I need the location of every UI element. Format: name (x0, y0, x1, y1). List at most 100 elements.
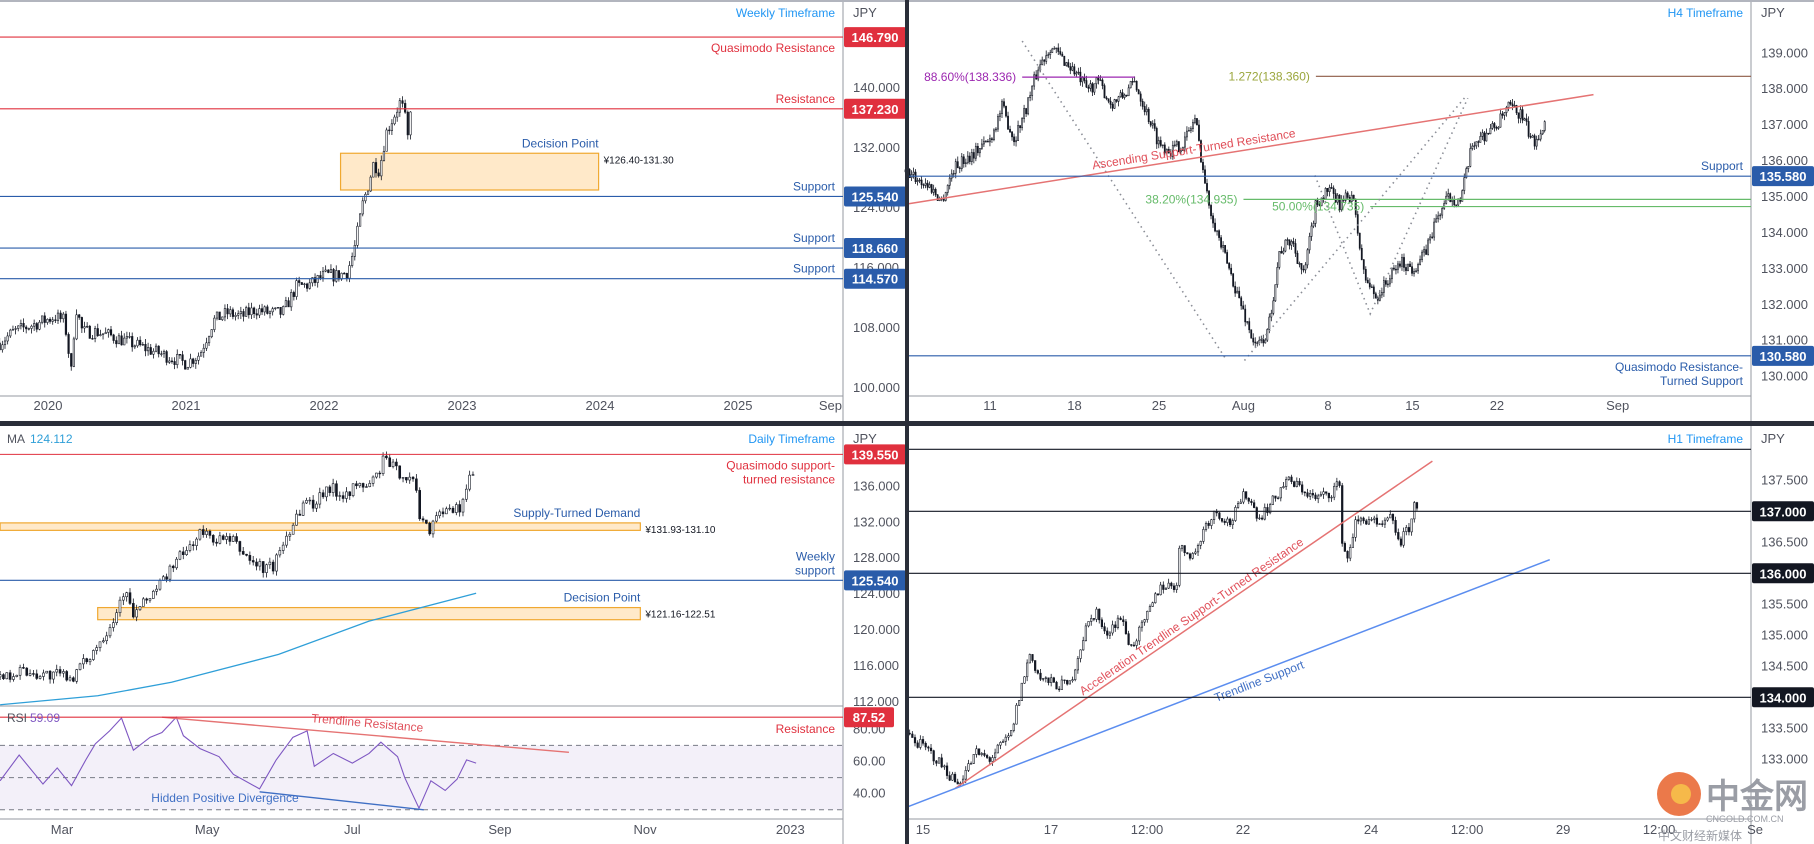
candle (1100, 619, 1104, 627)
candle (356, 225, 359, 246)
candle (918, 179, 921, 182)
candle (1149, 121, 1152, 126)
candle (395, 461, 398, 467)
candle (1206, 183, 1208, 192)
candle (211, 535, 215, 543)
zone-box (0, 522, 641, 531)
candle (351, 483, 355, 496)
candle (1356, 214, 1359, 234)
candle (1303, 491, 1306, 494)
candle (1244, 491, 1248, 499)
candle (1141, 100, 1144, 107)
candle (428, 522, 431, 535)
candle (324, 269, 327, 272)
candle (1198, 124, 1200, 141)
candle (401, 100, 404, 104)
candle (970, 152, 973, 162)
candle (38, 321, 41, 330)
time-tick-label: 12:00 (1451, 822, 1484, 837)
time-tick-label: 11 (983, 398, 997, 413)
candle (1487, 132, 1490, 135)
candle (1196, 118, 1198, 126)
candle (1465, 168, 1468, 178)
candle (1255, 507, 1258, 519)
candle (155, 588, 158, 592)
candle (1047, 54, 1050, 56)
candle (1333, 486, 1336, 498)
candle (1387, 283, 1389, 286)
candle (94, 328, 97, 339)
candle (165, 351, 168, 363)
candle (983, 753, 986, 756)
candle (1083, 77, 1086, 81)
candle (1027, 97, 1030, 115)
candle (1045, 55, 1048, 62)
candle (977, 748, 981, 755)
candle (980, 753, 983, 755)
candle (242, 311, 245, 317)
candle (375, 472, 378, 478)
ma-label: MA (7, 432, 25, 446)
candle (948, 775, 951, 781)
candle (421, 518, 425, 521)
candle (1202, 529, 1205, 542)
candle (1234, 507, 1237, 521)
candle (245, 553, 248, 556)
candle (1202, 161, 1204, 171)
candle (1060, 679, 1063, 690)
price-tick-label: 136.000 (853, 478, 900, 493)
candle (382, 150, 386, 161)
candle (1220, 237, 1222, 248)
candle (258, 561, 262, 567)
candle (231, 536, 235, 542)
candle (168, 360, 171, 363)
candle (201, 529, 205, 535)
candle (1485, 132, 1488, 142)
candle (1135, 80, 1138, 91)
candle (1183, 545, 1186, 554)
candle (964, 162, 967, 165)
zone-label: Supply-Turned Demand (513, 506, 640, 520)
candle (1423, 249, 1425, 253)
candle (922, 184, 925, 186)
timeframe-title: Weekly Timeframe (736, 6, 835, 20)
candle (1263, 507, 1266, 520)
level-label: Support (793, 231, 836, 245)
candle (1505, 107, 1508, 113)
candle (914, 171, 917, 182)
candle (380, 160, 383, 177)
candle (1491, 123, 1494, 129)
candle (251, 560, 255, 563)
candle (1467, 166, 1470, 169)
price-tag-value: 125.540 (852, 573, 899, 588)
candle (1026, 662, 1029, 678)
candle (112, 622, 115, 628)
candle (1319, 494, 1322, 497)
candle (1208, 190, 1210, 206)
fib-label: 1.272(138.360) (1228, 69, 1309, 83)
candle (200, 352, 203, 357)
candle (1421, 251, 1423, 260)
candle (937, 757, 941, 764)
candle (1058, 688, 1061, 691)
candle (237, 313, 240, 316)
candle (1098, 608, 1101, 621)
candle (52, 671, 55, 680)
horizontal-panel-divider[interactable] (0, 421, 1814, 426)
candle (921, 739, 925, 744)
candle (1380, 292, 1383, 296)
candle (1095, 608, 1098, 620)
price-tag (1752, 166, 1814, 187)
candle (1525, 118, 1528, 122)
candle (1095, 77, 1098, 85)
zone-box (97, 606, 641, 621)
candle (1140, 621, 1144, 628)
candle (385, 455, 388, 459)
candle (1093, 83, 1096, 93)
candle (170, 360, 174, 363)
candle (271, 308, 274, 313)
candle (1044, 677, 1047, 679)
candle (1021, 118, 1023, 129)
candle (131, 336, 134, 348)
rsi-divergence-label: Hidden Positive Divergence (151, 791, 299, 805)
